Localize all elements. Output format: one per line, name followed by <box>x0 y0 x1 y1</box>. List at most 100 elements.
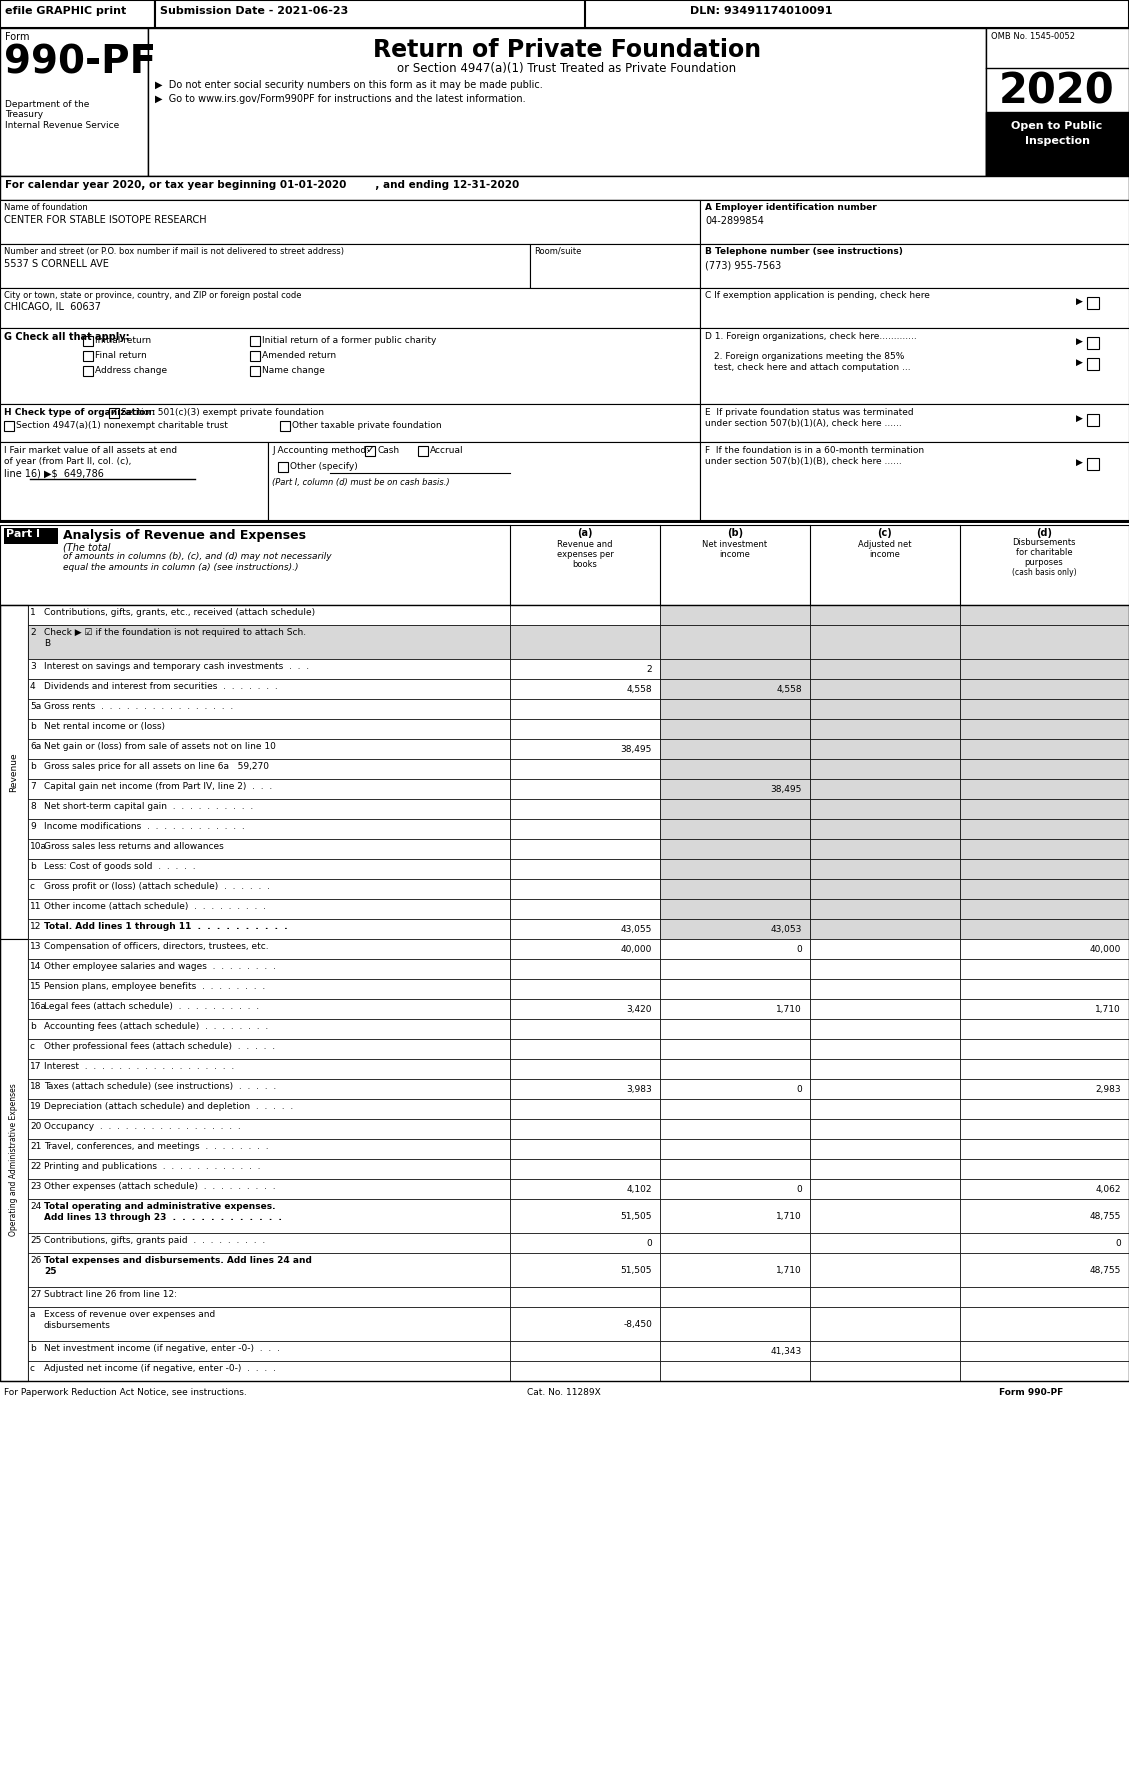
Bar <box>809 1079 960 1098</box>
Bar <box>28 739 510 759</box>
Text: DLN: 93491174010091: DLN: 93491174010091 <box>690 5 832 16</box>
Text: Analysis of Revenue and Expenses: Analysis of Revenue and Expenses <box>63 530 306 542</box>
Bar <box>809 658 960 680</box>
Text: 5a: 5a <box>30 701 42 710</box>
Text: For Paperwork Reduction Act Notice, see instructions.: For Paperwork Reduction Act Notice, see … <box>5 1388 247 1397</box>
Bar <box>809 1308 960 1342</box>
Bar <box>510 1342 660 1361</box>
Text: Adjusted net income (if negative, enter -0-)  .  .  .  .: Adjusted net income (if negative, enter … <box>44 1363 275 1372</box>
Bar <box>809 778 960 800</box>
Bar <box>0 605 1129 1381</box>
Text: Total operating and administrative expenses.: Total operating and administrative expen… <box>44 1202 275 1211</box>
Text: Form: Form <box>5 32 29 41</box>
Text: 990-PF: 990-PF <box>5 43 156 81</box>
Bar <box>510 859 660 878</box>
Bar <box>660 739 809 759</box>
Bar <box>0 29 148 175</box>
Bar <box>960 1286 1129 1308</box>
Bar <box>510 1020 660 1039</box>
Bar <box>660 900 809 920</box>
Bar <box>510 900 660 920</box>
Text: Printing and publications  .  .  .  .  .  .  .  .  .  .  .  .: Printing and publications . . . . . . . … <box>44 1163 261 1172</box>
Text: G Check all that apply:: G Check all that apply: <box>5 333 130 342</box>
Text: (The total: (The total <box>63 542 111 553</box>
Bar <box>510 719 660 739</box>
Bar <box>0 0 155 29</box>
Text: Total expenses and disbursements. Add lines 24 and: Total expenses and disbursements. Add li… <box>44 1256 312 1265</box>
Text: 25: 25 <box>30 1236 42 1245</box>
Text: a: a <box>30 1310 35 1318</box>
Text: Initial return of a former public charity: Initial return of a former public charit… <box>262 336 437 345</box>
Text: Other professional fees (attach schedule)  .  .  .  .  .: Other professional fees (attach schedule… <box>44 1041 275 1050</box>
Text: Accounting fees (attach schedule)  .  .  .  .  .  .  .  .: Accounting fees (attach schedule) . . . … <box>44 1022 269 1030</box>
Bar <box>0 0 1129 29</box>
Text: ▶: ▶ <box>1076 358 1083 367</box>
Bar <box>0 1385 1129 1406</box>
Text: purposes: purposes <box>1025 558 1064 567</box>
Bar <box>28 1179 510 1199</box>
Bar <box>0 404 700 442</box>
Text: ▶: ▶ <box>1076 336 1083 345</box>
Bar <box>28 878 510 900</box>
Bar <box>700 442 1129 521</box>
Bar <box>809 1020 960 1039</box>
Bar <box>1087 336 1099 349</box>
Bar <box>250 367 260 376</box>
Text: Taxes (attach schedule) (see instructions)  .  .  .  .  .: Taxes (attach schedule) (see instruction… <box>44 1082 277 1091</box>
Text: 51,505: 51,505 <box>621 1211 653 1222</box>
Text: Final return: Final return <box>95 351 147 360</box>
Text: 4,102: 4,102 <box>627 1184 653 1193</box>
Bar <box>510 1252 660 1286</box>
Bar <box>1087 413 1099 426</box>
Bar <box>809 739 960 759</box>
Text: A Employer identification number: A Employer identification number <box>704 202 877 213</box>
Text: 22: 22 <box>30 1163 42 1172</box>
Text: E  If private foundation status was terminated: E If private foundation status was termi… <box>704 408 913 417</box>
Bar <box>660 605 809 624</box>
Bar <box>660 1118 809 1140</box>
Text: Interest on savings and temporary cash investments  .  .  .: Interest on savings and temporary cash i… <box>44 662 309 671</box>
Text: Less: Cost of goods sold  .  .  .  .  .: Less: Cost of goods sold . . . . . <box>44 862 195 871</box>
Text: Other (specify): Other (specify) <box>290 462 358 471</box>
Text: City or town, state or province, country, and ZIP or foreign postal code: City or town, state or province, country… <box>5 292 301 301</box>
Text: 40,000: 40,000 <box>621 945 653 954</box>
Bar <box>28 759 510 778</box>
Text: Return of Private Foundation: Return of Private Foundation <box>373 38 761 63</box>
Text: Cat. No. 11289X: Cat. No. 11289X <box>527 1388 601 1397</box>
Bar <box>809 1059 960 1079</box>
Bar <box>510 680 660 699</box>
Text: efile GRAPHIC print: efile GRAPHIC print <box>5 5 126 16</box>
Bar <box>28 1361 510 1381</box>
Text: 12: 12 <box>30 921 42 930</box>
Text: 4,558: 4,558 <box>627 685 653 694</box>
Bar <box>809 1179 960 1199</box>
Bar <box>510 699 660 719</box>
Text: 04-2899854: 04-2899854 <box>704 216 764 225</box>
Text: 38,495: 38,495 <box>621 744 653 753</box>
Bar <box>660 658 809 680</box>
Text: 19: 19 <box>30 1102 42 1111</box>
Text: Name of foundation: Name of foundation <box>5 202 88 213</box>
Bar <box>960 1118 1129 1140</box>
Bar <box>28 979 510 998</box>
Text: 0: 0 <box>646 1240 653 1249</box>
Text: c: c <box>30 1041 35 1050</box>
Bar <box>960 658 1129 680</box>
Bar <box>660 1079 809 1098</box>
Bar <box>986 29 1129 175</box>
Text: ▶: ▶ <box>1076 297 1083 306</box>
Bar <box>660 719 809 739</box>
Text: Excess of revenue over expenses and: Excess of revenue over expenses and <box>44 1310 216 1318</box>
Text: 3: 3 <box>30 662 36 671</box>
Text: of year (from Part II, col. (c),: of year (from Part II, col. (c), <box>5 456 131 465</box>
Bar <box>28 1286 510 1308</box>
Bar <box>510 1098 660 1118</box>
Bar <box>28 819 510 839</box>
Bar <box>660 1039 809 1059</box>
Text: 4: 4 <box>30 682 36 691</box>
Text: c: c <box>30 882 35 891</box>
Bar <box>960 759 1129 778</box>
Text: 16a: 16a <box>30 1002 47 1011</box>
Text: CHICAGO, IL  60637: CHICAGO, IL 60637 <box>5 302 100 311</box>
Bar <box>809 920 960 939</box>
